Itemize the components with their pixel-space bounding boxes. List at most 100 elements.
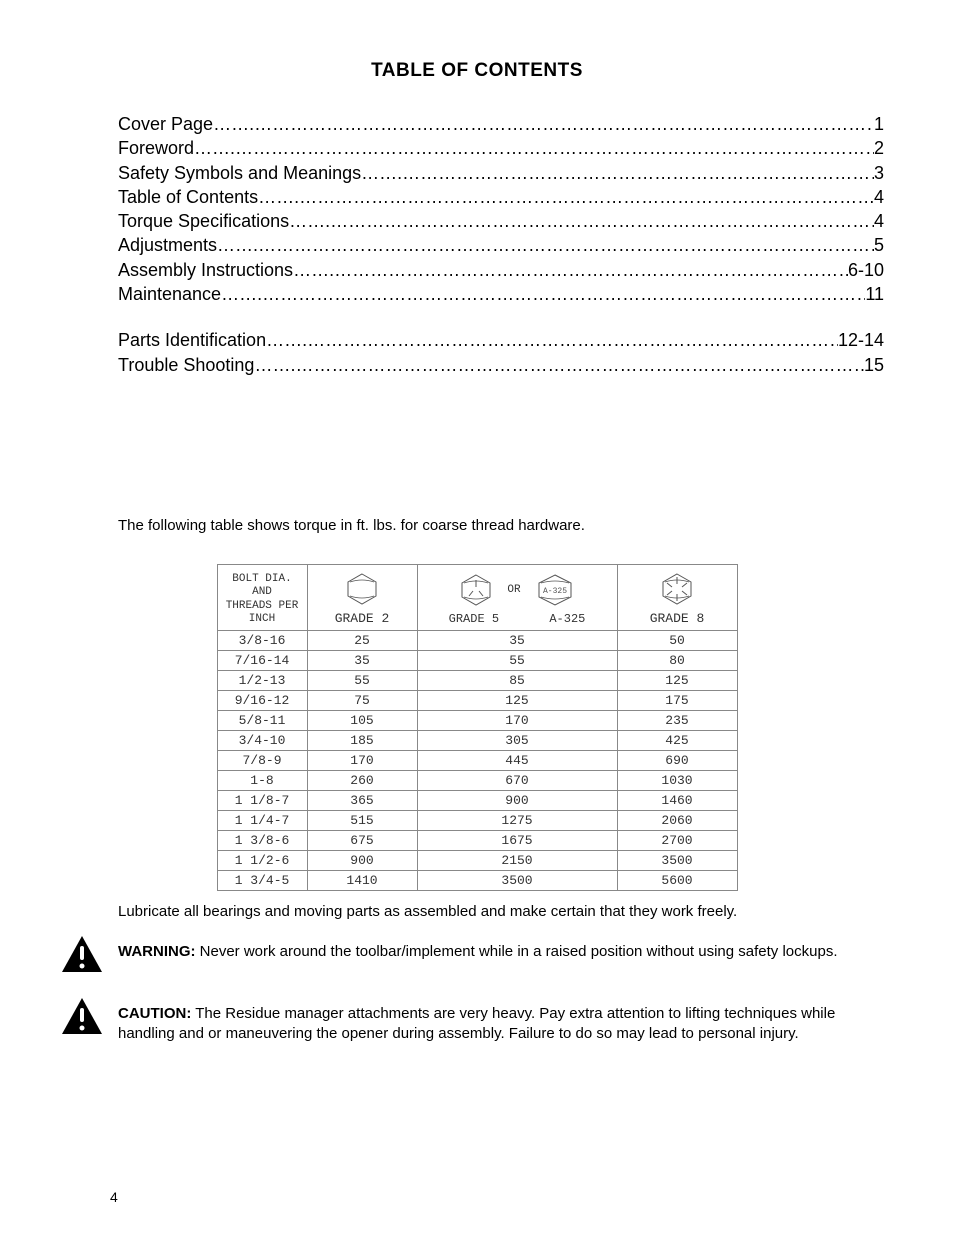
table-cell: 175 <box>617 690 737 710</box>
hex-3line-icon <box>457 572 495 608</box>
table-cell: 185 <box>307 730 417 750</box>
a325-label: A-325 <box>549 612 585 626</box>
caution-block: CAUTION: The Residue manager attachments… <box>60 996 894 1045</box>
table-row: 1 3/8-667516752700 <box>217 830 737 850</box>
grade-2-label: GRADE 2 <box>314 611 411 626</box>
table-cell: 365 <box>307 790 417 810</box>
or-label: OR <box>507 584 520 596</box>
table-cell: 25 <box>307 630 417 650</box>
table-row: 1 1/2-690021503500 <box>217 850 737 870</box>
toc-row: Safety Symbols and Meanings 3 <box>118 161 884 185</box>
table-cell: 1 1/2-6 <box>217 850 307 870</box>
table-cell: 3/4-10 <box>217 730 307 750</box>
table-cell: 1/2-13 <box>217 670 307 690</box>
table-cell: 7/8-9 <box>217 750 307 770</box>
table-cell: 105 <box>307 710 417 730</box>
table-cell: 35 <box>307 650 417 670</box>
warning-block: WARNING: Never work around the toolbar/i… <box>60 934 894 974</box>
grade-5-label: GRADE 5 <box>449 612 499 626</box>
toc-leader-dots <box>258 185 874 209</box>
toc-leader-dots <box>361 161 874 185</box>
toc-row: Parts Identification 12-14 <box>118 328 884 352</box>
header-bolt-dia: BOLT DIA.ANDTHREADS PERINCH <box>217 564 307 630</box>
table-cell: 690 <box>617 750 737 770</box>
toc-row: Assembly Instructions6-10 <box>118 258 884 282</box>
table-cell: 55 <box>417 650 617 670</box>
toc-label: Cover Page <box>118 112 213 136</box>
table-row: 1 3/4-5141035005600 <box>217 870 737 890</box>
table-cell: 445 <box>417 750 617 770</box>
table-row: 7/8-9170445690 <box>217 750 737 770</box>
header-grade-5: OR A-325 GRADE 5 A-325 <box>417 564 617 630</box>
toc-row: Torque Specifications4 <box>118 209 884 233</box>
toc-row: Table of Contents4 <box>118 185 884 209</box>
table-header-row: BOLT DIA.ANDTHREADS PERINCH GRADE 2 <box>217 564 737 630</box>
toc-label: Assembly Instructions <box>118 258 293 282</box>
toc-row: Maintenance11 <box>118 282 884 306</box>
toc-page-number: 15 <box>864 353 884 377</box>
table-cell: 1 1/4-7 <box>217 810 307 830</box>
toc-row: Adjustments5 <box>118 233 884 257</box>
table-row: 3/4-10185305425 <box>217 730 737 750</box>
table-cell: 75 <box>307 690 417 710</box>
table-cell: 1 3/4-5 <box>217 870 307 890</box>
toc-row: Trouble Shooting15 <box>118 353 884 377</box>
table-cell: 1460 <box>617 790 737 810</box>
toc-label: Safety Symbols and Meanings <box>118 161 361 185</box>
header-grade-2: GRADE 2 <box>307 564 417 630</box>
toc-page-number: 3 <box>874 161 884 185</box>
table-cell: 675 <box>307 830 417 850</box>
toc-page-number: 12-14 <box>838 328 884 352</box>
toc-leader-dots <box>266 328 838 352</box>
table-cell: 1410 <box>307 870 417 890</box>
table-cell: 900 <box>307 850 417 870</box>
page-title: TABLE OF CONTENTS <box>60 60 894 82</box>
hex-plain-icon <box>343 571 381 607</box>
table-cell: 2700 <box>617 830 737 850</box>
table-cell: 170 <box>307 750 417 770</box>
toc-leader-dots <box>213 112 874 136</box>
grade-8-label: GRADE 8 <box>624 611 731 626</box>
table-cell: 3500 <box>617 850 737 870</box>
toc-leader-dots <box>289 209 874 233</box>
toc-label: Foreword <box>118 136 194 160</box>
torque-intro-text: The following table shows torque in ft. … <box>118 517 894 534</box>
table-row: 1/2-135585125 <box>217 670 737 690</box>
caution-text: CAUTION: The Residue manager attachments… <box>118 996 894 1045</box>
table-cell: 1-8 <box>217 770 307 790</box>
toc-leader-dots <box>254 353 864 377</box>
toc-row: Foreword2 <box>118 136 884 160</box>
toc-label: Table of Contents <box>118 185 258 209</box>
toc-label: Adjustments <box>118 233 217 257</box>
table-cell: 900 <box>417 790 617 810</box>
toc-label: Maintenance <box>118 282 221 306</box>
toc-row: Cover Page 1 <box>118 112 884 136</box>
toc-page-number: 1 <box>874 112 884 136</box>
toc-leader-dots <box>194 136 874 160</box>
hex-6line-icon <box>658 571 696 607</box>
table-cell: 425 <box>617 730 737 750</box>
table-row: 1 1/8-73659001460 <box>217 790 737 810</box>
toc-label: Parts Identification <box>118 328 266 352</box>
table-cell: 1275 <box>417 810 617 830</box>
toc-leader-dots <box>217 233 874 257</box>
table-cell: 3500 <box>417 870 617 890</box>
hex-a325-icon: A-325 <box>533 572 577 608</box>
page-number: 4 <box>110 1189 118 1205</box>
table-row: 5/8-11105170235 <box>217 710 737 730</box>
table-row: 7/16-14355580 <box>217 650 737 670</box>
table-cell: 3/8-16 <box>217 630 307 650</box>
table-cell: 80 <box>617 650 737 670</box>
caution-label: CAUTION: <box>118 1005 191 1022</box>
table-cell: 7/16-14 <box>217 650 307 670</box>
table-cell: 5/8-11 <box>217 710 307 730</box>
table-cell: 1 3/8-6 <box>217 830 307 850</box>
table-cell: 125 <box>617 670 737 690</box>
table-cell: 55 <box>307 670 417 690</box>
table-cell: 1675 <box>417 830 617 850</box>
header-line: INCH <box>224 613 301 626</box>
caution-body: The Residue manager attachments are very… <box>118 1005 835 1042</box>
warning-label: WARNING: <box>118 943 196 960</box>
lubricate-note: Lubricate all bearings and moving parts … <box>118 903 894 920</box>
table-cell: 35 <box>417 630 617 650</box>
